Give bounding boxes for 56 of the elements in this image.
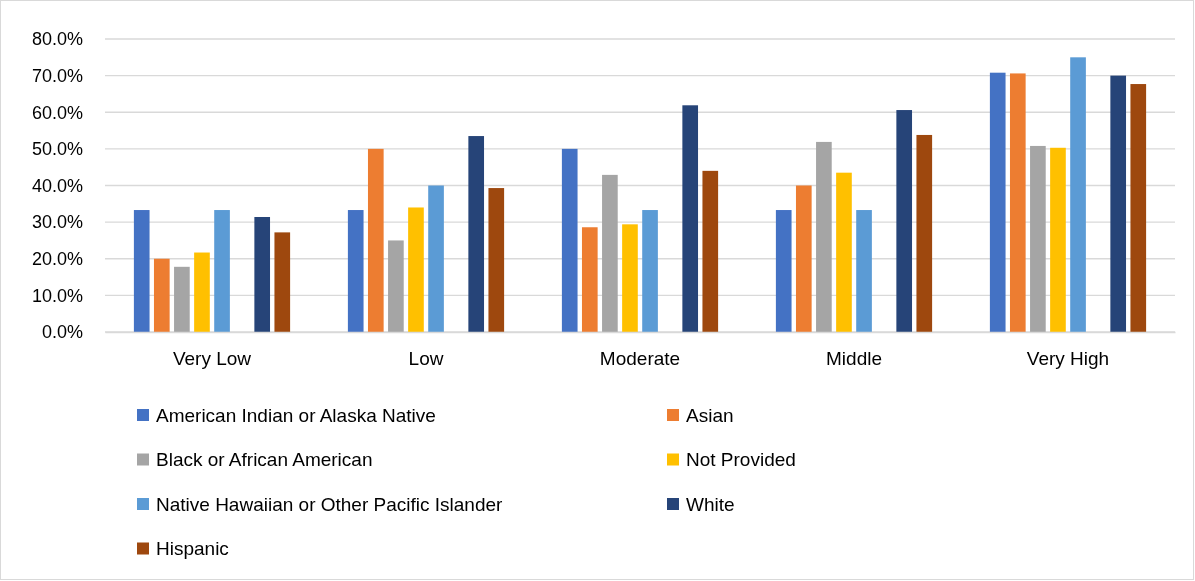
bar [367,148,384,332]
x-tick-label: Middle [826,348,882,370]
bar [702,170,719,332]
bar [602,174,618,332]
y-tick-label: 30.0% [31,212,83,233]
y-tick-label: 80.0% [31,29,83,50]
bar [1130,84,1147,332]
x-tick-label: Moderate [599,348,681,370]
bar [468,136,485,332]
legend-label: Asian [686,404,734,426]
legend-label: White [686,493,735,515]
bar [561,148,578,332]
bar [581,227,598,332]
bar [1030,145,1046,332]
x-tick-label: Very Low [172,348,252,370]
bar [133,210,150,332]
bar [488,188,505,332]
y-tick-label: 50.0% [31,139,83,160]
bar [836,172,852,332]
bar [1110,75,1127,332]
bar [254,217,271,332]
bar [856,210,872,332]
bar [816,141,832,332]
bar [153,258,170,332]
bar [795,185,812,332]
legend-label: Native Hawaiian or Other Pacific Islander [156,493,504,515]
y-tick-label: 70.0% [31,65,83,86]
bar [916,134,933,332]
y-tick-label: 0.0% [41,322,83,343]
bar [194,252,210,332]
legend-label: Not Provided [686,449,796,471]
bar [775,210,792,332]
y-tick-label: 60.0% [31,102,83,123]
legend-label: Black or African American [156,449,373,471]
bar [174,266,190,332]
bar [1050,147,1066,332]
bar [1009,73,1026,332]
bar [388,240,404,332]
y-tick-label: 20.0% [31,249,83,270]
y-tick-label: 10.0% [31,285,83,306]
bar [274,232,291,332]
bar [642,210,658,332]
bar [622,224,638,332]
bar [428,185,444,332]
legend-label: Hispanic [156,538,229,560]
bar [408,207,424,332]
bar [896,110,913,332]
bar [214,210,230,332]
x-tick-label: Low [408,348,444,370]
bar [1070,57,1086,332]
bar [989,72,1006,332]
y-tick-label: 40.0% [31,175,83,196]
x-tick-label: Very High [1026,348,1110,370]
legend-label: American Indian or Alaska Native [156,404,436,426]
bar [682,105,699,332]
bar [347,210,364,332]
